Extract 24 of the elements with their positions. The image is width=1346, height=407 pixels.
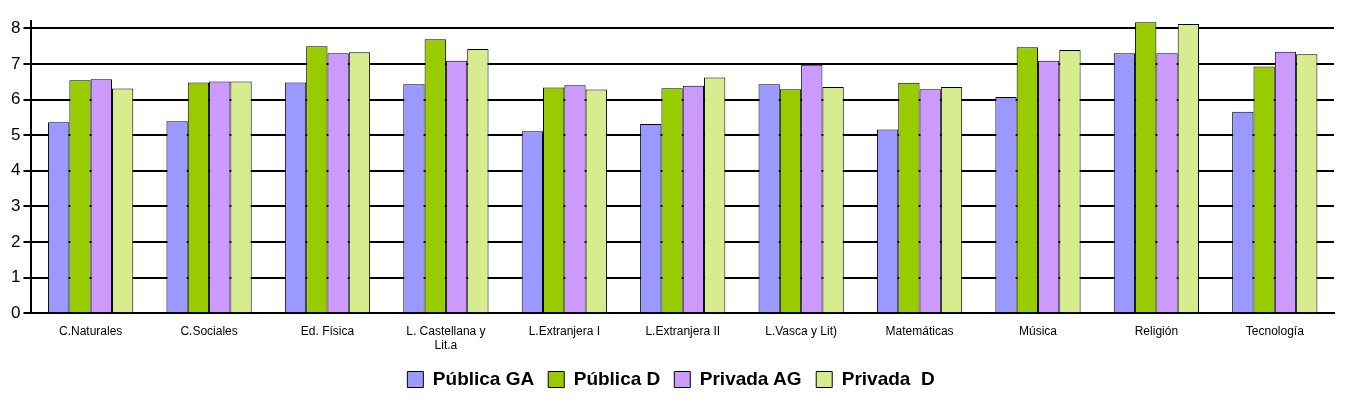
x-tick-label: C.Naturales <box>58 323 123 338</box>
x-tick-label: Religión <box>1134 323 1179 338</box>
legend-label: Privada D <box>841 367 935 389</box>
x-tick-label: Ed. Física <box>300 323 355 338</box>
y-tick-label: 4 <box>10 160 21 180</box>
x-tick-label: L. Castellana y Lit.a <box>406 323 486 353</box>
y-tick-label: 6 <box>10 89 21 109</box>
y-tick-label: 3 <box>10 196 21 216</box>
legend-label: Privada AG <box>699 367 802 389</box>
x-tick-label: Música <box>1018 323 1058 338</box>
y-tick-label: 5 <box>10 124 21 144</box>
x-tick-label: L.Extranjera II <box>645 323 721 338</box>
legend-label: Pública GA <box>432 367 535 389</box>
x-tick-label: C.Sociales <box>180 323 238 338</box>
y-tick-label: 2 <box>10 231 21 251</box>
x-tick-label: L.Extranjera I <box>528 323 600 338</box>
y-tick-label: 1 <box>10 267 21 287</box>
x-tick-label: L.Vasca y Lit) <box>765 323 838 338</box>
y-tick-label: 8 <box>10 18 21 38</box>
x-tick-label: Tecnología <box>1245 323 1305 338</box>
y-tick-label: 7 <box>10 53 21 73</box>
legend-label: Pública D <box>573 367 661 389</box>
x-tick-label: Matemáticas <box>885 323 954 338</box>
y-tick-label: 0 <box>10 302 21 322</box>
